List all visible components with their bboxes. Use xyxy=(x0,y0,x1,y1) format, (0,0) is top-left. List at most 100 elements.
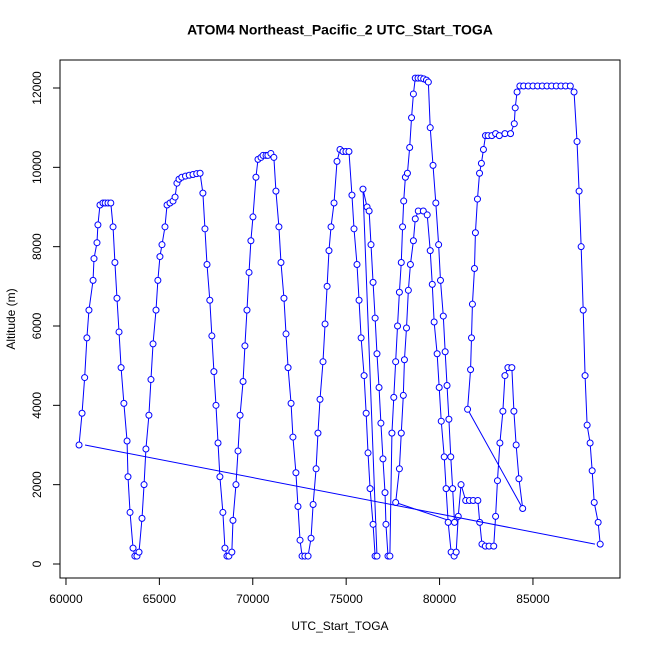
data-point xyxy=(397,429,405,437)
data-point xyxy=(304,552,312,560)
data-point xyxy=(440,453,448,461)
x-axis-label: UTC_Start_TOGA xyxy=(291,619,388,633)
data-point xyxy=(321,320,329,328)
data-point xyxy=(433,350,441,358)
data-point xyxy=(435,241,443,249)
data-point xyxy=(588,467,596,475)
data-point xyxy=(107,199,115,207)
data-point xyxy=(464,405,472,413)
data-point xyxy=(309,500,317,508)
series-line xyxy=(84,444,596,545)
data-point xyxy=(275,223,283,231)
data-point xyxy=(570,88,578,96)
data-point xyxy=(426,124,434,132)
data-point xyxy=(468,334,476,342)
data-point xyxy=(399,223,407,231)
data-point xyxy=(145,411,153,419)
data-point xyxy=(158,241,166,249)
data-point xyxy=(149,340,157,348)
data-point xyxy=(394,322,402,330)
data-point xyxy=(444,518,452,526)
data-point xyxy=(515,475,523,483)
data-point xyxy=(397,259,405,267)
data-point xyxy=(208,332,216,340)
data-point xyxy=(409,237,417,245)
data-point xyxy=(109,223,117,231)
data-point xyxy=(493,477,501,485)
data-point xyxy=(147,376,155,384)
data-point xyxy=(359,185,367,193)
data-point xyxy=(219,508,227,516)
data-point xyxy=(512,441,520,449)
data-point xyxy=(287,399,295,407)
data-point xyxy=(432,199,440,207)
data-point xyxy=(126,508,134,516)
data-point xyxy=(573,138,581,146)
data-point xyxy=(355,296,363,304)
data-point xyxy=(577,243,585,251)
data-point xyxy=(232,481,240,489)
data-point xyxy=(325,247,333,255)
data-point xyxy=(447,453,455,461)
data-point xyxy=(586,439,594,447)
data-point xyxy=(364,449,372,457)
data-point xyxy=(501,372,509,380)
data-point xyxy=(272,187,280,195)
data-point xyxy=(499,407,507,415)
data-point xyxy=(386,552,394,560)
data-point xyxy=(402,324,410,332)
data-point xyxy=(375,383,383,391)
data-point xyxy=(454,512,462,520)
data-point xyxy=(477,159,485,167)
data-point xyxy=(424,78,432,86)
data-point xyxy=(457,481,465,489)
data-point xyxy=(473,195,481,203)
data-point xyxy=(406,144,414,152)
data-point xyxy=(234,447,242,455)
data-point xyxy=(138,514,146,522)
data-point xyxy=(408,114,416,122)
y-tick-label: 4000 xyxy=(30,392,44,419)
data-point xyxy=(479,145,487,153)
data-point xyxy=(492,512,500,520)
y-tick-label: 0 xyxy=(30,560,44,567)
data-point xyxy=(229,516,237,524)
x-tick-label: 75000 xyxy=(329,592,363,606)
data-point xyxy=(510,120,518,128)
x-tick-label: 80000 xyxy=(423,592,457,606)
data-point xyxy=(575,187,583,195)
data-point xyxy=(392,358,400,366)
data-point xyxy=(216,473,224,481)
x-tick-label: 70000 xyxy=(236,592,270,606)
data-point xyxy=(423,211,431,219)
data-point xyxy=(243,306,251,314)
y-tick-label: 6000 xyxy=(30,312,44,339)
data-point xyxy=(373,552,381,560)
data-point xyxy=(75,441,83,449)
data-point xyxy=(312,465,320,473)
data-point xyxy=(428,280,436,288)
data-point xyxy=(490,542,498,550)
data-point xyxy=(388,429,396,437)
data-point xyxy=(439,312,447,320)
data-point xyxy=(382,520,390,528)
data-point xyxy=(247,237,255,245)
data-point xyxy=(390,393,398,401)
data-point xyxy=(252,173,260,181)
data-point xyxy=(345,147,353,155)
data-point xyxy=(403,169,411,177)
data-point xyxy=(399,391,407,399)
plot-frame xyxy=(59,59,621,579)
data-point xyxy=(239,378,247,386)
y-tick-label: 8000 xyxy=(30,233,44,260)
data-point xyxy=(400,356,408,364)
x-tick-label: 60000 xyxy=(49,592,83,606)
data-point xyxy=(373,350,381,358)
data-point xyxy=(379,455,387,463)
data-point xyxy=(348,191,356,199)
data-point xyxy=(426,247,434,255)
data-point xyxy=(156,253,164,261)
data-point xyxy=(350,225,358,233)
data-point xyxy=(314,429,322,437)
